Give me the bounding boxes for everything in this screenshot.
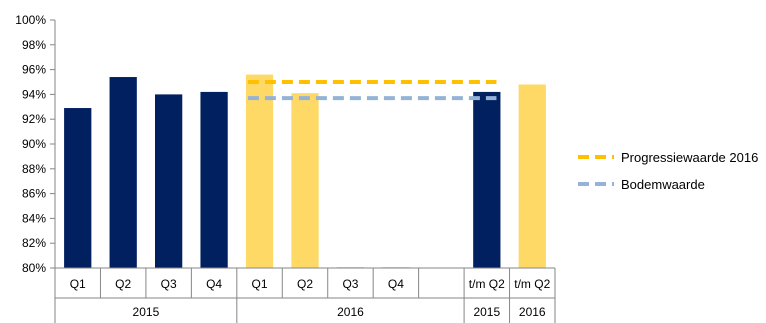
y-axis: 80% 82% 84% 86% 88% 90% 92% 94% 96% 98% 100% bbox=[15, 13, 56, 275]
y-tick-label: 90% bbox=[22, 137, 46, 151]
group-label: 2015 bbox=[133, 305, 160, 319]
legend: Progressiewaarde 2016 Bodemwaarde bbox=[578, 150, 758, 192]
category-label: Q3 bbox=[161, 277, 177, 291]
y-tick-label: 88% bbox=[22, 162, 46, 176]
bar bbox=[155, 94, 183, 269]
bar bbox=[245, 74, 274, 268]
bar bbox=[518, 84, 546, 268]
y-tick-label: 92% bbox=[22, 112, 46, 126]
y-tick-label: 84% bbox=[22, 211, 46, 225]
bar bbox=[291, 93, 319, 268]
category-label: Q1 bbox=[252, 277, 268, 291]
y-tick-label: 98% bbox=[22, 38, 46, 52]
category-label: Q1 bbox=[70, 277, 86, 291]
category-label: Q4 bbox=[206, 277, 222, 291]
y-tick-label: 96% bbox=[22, 63, 46, 77]
y-tick-label: 82% bbox=[22, 236, 46, 250]
bar bbox=[200, 91, 228, 268]
category-label: Q2 bbox=[297, 277, 313, 291]
legend-label: Progressiewaarde 2016 bbox=[621, 150, 758, 165]
category-label: t/m Q2 bbox=[514, 277, 550, 291]
category-label: Q2 bbox=[115, 277, 131, 291]
group-label: 2016 bbox=[519, 305, 546, 319]
reference-lines bbox=[247, 80, 497, 101]
legend-label: Bodemwaarde bbox=[621, 177, 705, 192]
y-tick-label: 94% bbox=[22, 87, 46, 101]
y-tick-label: 100% bbox=[15, 13, 46, 27]
x-axis: Q1 Q2 Q3 Q4 Q1 Q2 Q3 Q4 t/m Q2 t/m Q2 2015 2016 2015… bbox=[54, 267, 556, 323]
group-label: 2016 bbox=[337, 305, 364, 319]
y-tick-label: 80% bbox=[22, 261, 46, 275]
category-label: Q3 bbox=[342, 277, 358, 291]
group-label: 2015 bbox=[473, 305, 500, 319]
y-tick-label: 86% bbox=[22, 187, 46, 201]
category-label: Q4 bbox=[388, 277, 404, 291]
category-label: t/m Q2 bbox=[469, 277, 505, 291]
bars bbox=[64, 74, 546, 269]
bar bbox=[473, 91, 501, 268]
bar bbox=[109, 77, 137, 268]
bar bbox=[64, 108, 92, 268]
